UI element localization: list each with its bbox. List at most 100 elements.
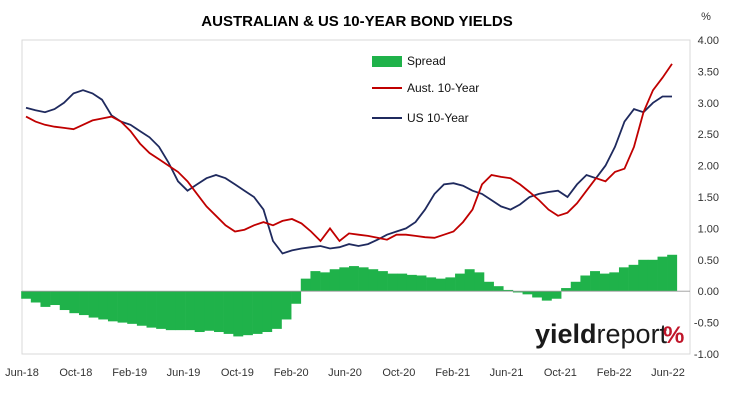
spread-bar <box>88 291 99 318</box>
x-tick-label: Jun-22 <box>651 367 685 379</box>
spread-bar <box>146 291 157 328</box>
spread-bar <box>358 267 369 292</box>
y-tick-label: -1.00 <box>694 349 719 361</box>
us-10-year-line <box>25 89 672 255</box>
y-tick-label: 0.50 <box>698 255 719 267</box>
spread-bar <box>657 256 668 292</box>
spread-bar <box>541 291 552 301</box>
spread-bar <box>377 271 388 292</box>
aust-10-year-line <box>25 63 673 243</box>
spread-bar <box>667 254 678 292</box>
y-tick-label: 2.50 <box>698 129 719 141</box>
x-tick-label: Jun-19 <box>167 367 201 379</box>
x-tick-label: Oct-21 <box>544 367 577 379</box>
spread-bar <box>599 273 610 292</box>
spread-bar <box>165 291 176 331</box>
x-tick-label: Feb-22 <box>597 367 632 379</box>
x-tick-label: Oct-19 <box>221 367 254 379</box>
spread-bar <box>512 291 523 293</box>
spread-bar <box>127 291 138 324</box>
spread-bar <box>455 273 466 292</box>
spread-bar <box>435 278 446 292</box>
legend: Spread Aust. 10-Year US 10-Year <box>372 54 479 125</box>
spread-bar <box>609 272 620 292</box>
spread-bar <box>233 291 244 337</box>
spread-bar <box>262 291 273 333</box>
logo-text: yieldreport <box>535 319 668 349</box>
spread-bar <box>483 281 494 292</box>
y-tick-label: 1.50 <box>698 192 719 204</box>
spread-bar <box>368 269 379 292</box>
spread-bar <box>561 288 572 292</box>
spread-bar <box>79 291 89 316</box>
spread-bar <box>329 269 340 292</box>
spread-bar <box>194 291 205 333</box>
spread-bar <box>21 291 32 299</box>
spread-bar <box>271 291 282 329</box>
spread-bar <box>281 291 292 320</box>
spread-bar <box>349 266 359 292</box>
x-tick-label: Jun-18 <box>5 367 39 379</box>
spread-bar <box>30 291 41 303</box>
legend-spread-swatch <box>372 56 402 67</box>
spread-bar <box>551 291 562 299</box>
spread-bar <box>107 291 118 322</box>
spread-bar <box>242 291 253 336</box>
legend-spread-label: Spread <box>407 54 446 68</box>
spread-bar <box>320 272 331 292</box>
spread-bar <box>185 291 196 331</box>
y-tick-label: 4.00 <box>698 35 719 47</box>
spread-bar <box>628 264 639 292</box>
spread-bar <box>300 278 311 292</box>
spread-bar <box>223 291 234 334</box>
spread-bar <box>397 273 408 292</box>
spread-bar <box>204 291 215 331</box>
y-tick-label: 2.00 <box>698 161 719 173</box>
yieldreport-logo: yieldreport % <box>535 319 684 349</box>
y-tick-label: 0.00 <box>698 286 719 298</box>
logo-percent-symbol: % <box>663 322 684 349</box>
y-tick-labels: 4.00 3.50 3.00 2.50 2.00 1.50 1.00 0.50 0.00 -0.5… <box>694 35 719 361</box>
x-tick-label: Feb-21 <box>435 367 470 379</box>
x-tick-label: Feb-19 <box>112 367 147 379</box>
spread-bar <box>493 286 504 292</box>
spread-bar <box>522 291 533 295</box>
spread-bar <box>40 291 51 307</box>
y-tick-label: 1.00 <box>698 223 719 235</box>
spread-bar <box>426 277 437 292</box>
spread-bar <box>136 291 147 326</box>
x-tick-label: Jun-20 <box>328 367 362 379</box>
spread-bar <box>387 273 398 292</box>
spread-series <box>21 254 678 337</box>
y-tick-label: 3.50 <box>698 66 719 78</box>
spread-bar <box>339 267 350 292</box>
spread-bar <box>445 277 456 292</box>
x-tick-label: Oct-18 <box>59 367 92 379</box>
spread-bar <box>98 291 109 320</box>
spread-bar <box>503 289 514 292</box>
spread-bar <box>532 291 543 298</box>
spread-bar <box>638 259 649 292</box>
spread-bar <box>69 291 80 314</box>
x-tick-labels: Jun-18 Oct-18 Feb-19 Jun-19 Oct-19 Feb-20 Jun-… <box>5 367 685 379</box>
spread-bar <box>252 291 263 334</box>
x-tick-label: Jun-21 <box>490 367 524 379</box>
chart-title: AUSTRALIAN & US 10-YEAR BOND YIELDS <box>201 13 512 30</box>
spread-bar <box>214 291 224 333</box>
legend-us-label: US 10-Year <box>407 111 469 125</box>
y-tick-label: -0.50 <box>694 318 719 330</box>
spread-bar <box>464 269 475 292</box>
spread-bar <box>59 291 70 311</box>
spread-bar <box>310 271 321 292</box>
x-tick-label: Feb-20 <box>274 367 309 379</box>
x-tick-label: Oct-20 <box>382 367 415 379</box>
spread-bar <box>474 272 485 292</box>
spread-bar <box>416 275 427 292</box>
spread-bar <box>590 271 600 292</box>
spread-bar <box>406 274 417 292</box>
spread-bar <box>50 291 61 306</box>
y-unit-label: % <box>701 11 711 23</box>
spread-bar <box>175 291 186 331</box>
spread-bar <box>580 275 591 292</box>
